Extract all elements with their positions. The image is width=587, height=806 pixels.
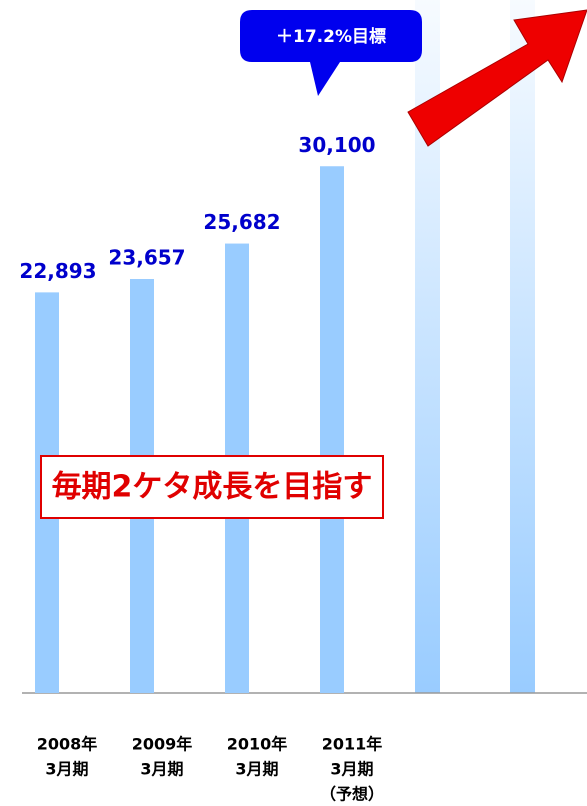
bar [320,166,344,693]
x-tick-label: 3月期 [330,760,373,779]
x-tick-label: 2011年 [322,735,383,754]
growth-arrow [407,9,587,147]
callout-bubble [240,10,422,96]
value-label: 23,657 [108,246,185,270]
callout-text: ＋17.2%目標 [276,26,386,47]
x-tick-label: 2009年 [132,735,193,754]
x-tick-label: 2008年 [37,735,98,754]
x-tick-label: 2010年 [227,735,288,754]
value-label: 30,100 [298,133,375,157]
x-tick-label: 3月期 [140,760,183,779]
x-tick-label: 3月期 [235,760,278,779]
message-box [40,455,384,519]
value-label: 25,682 [203,210,280,234]
message-text: 毎期2ケタ成長を目指す [52,470,373,505]
x-tick-label: 3月期 [45,760,88,779]
future-bar [510,0,535,693]
x-tick-label: （予想） [320,785,384,804]
value-label: 22,893 [19,259,96,283]
